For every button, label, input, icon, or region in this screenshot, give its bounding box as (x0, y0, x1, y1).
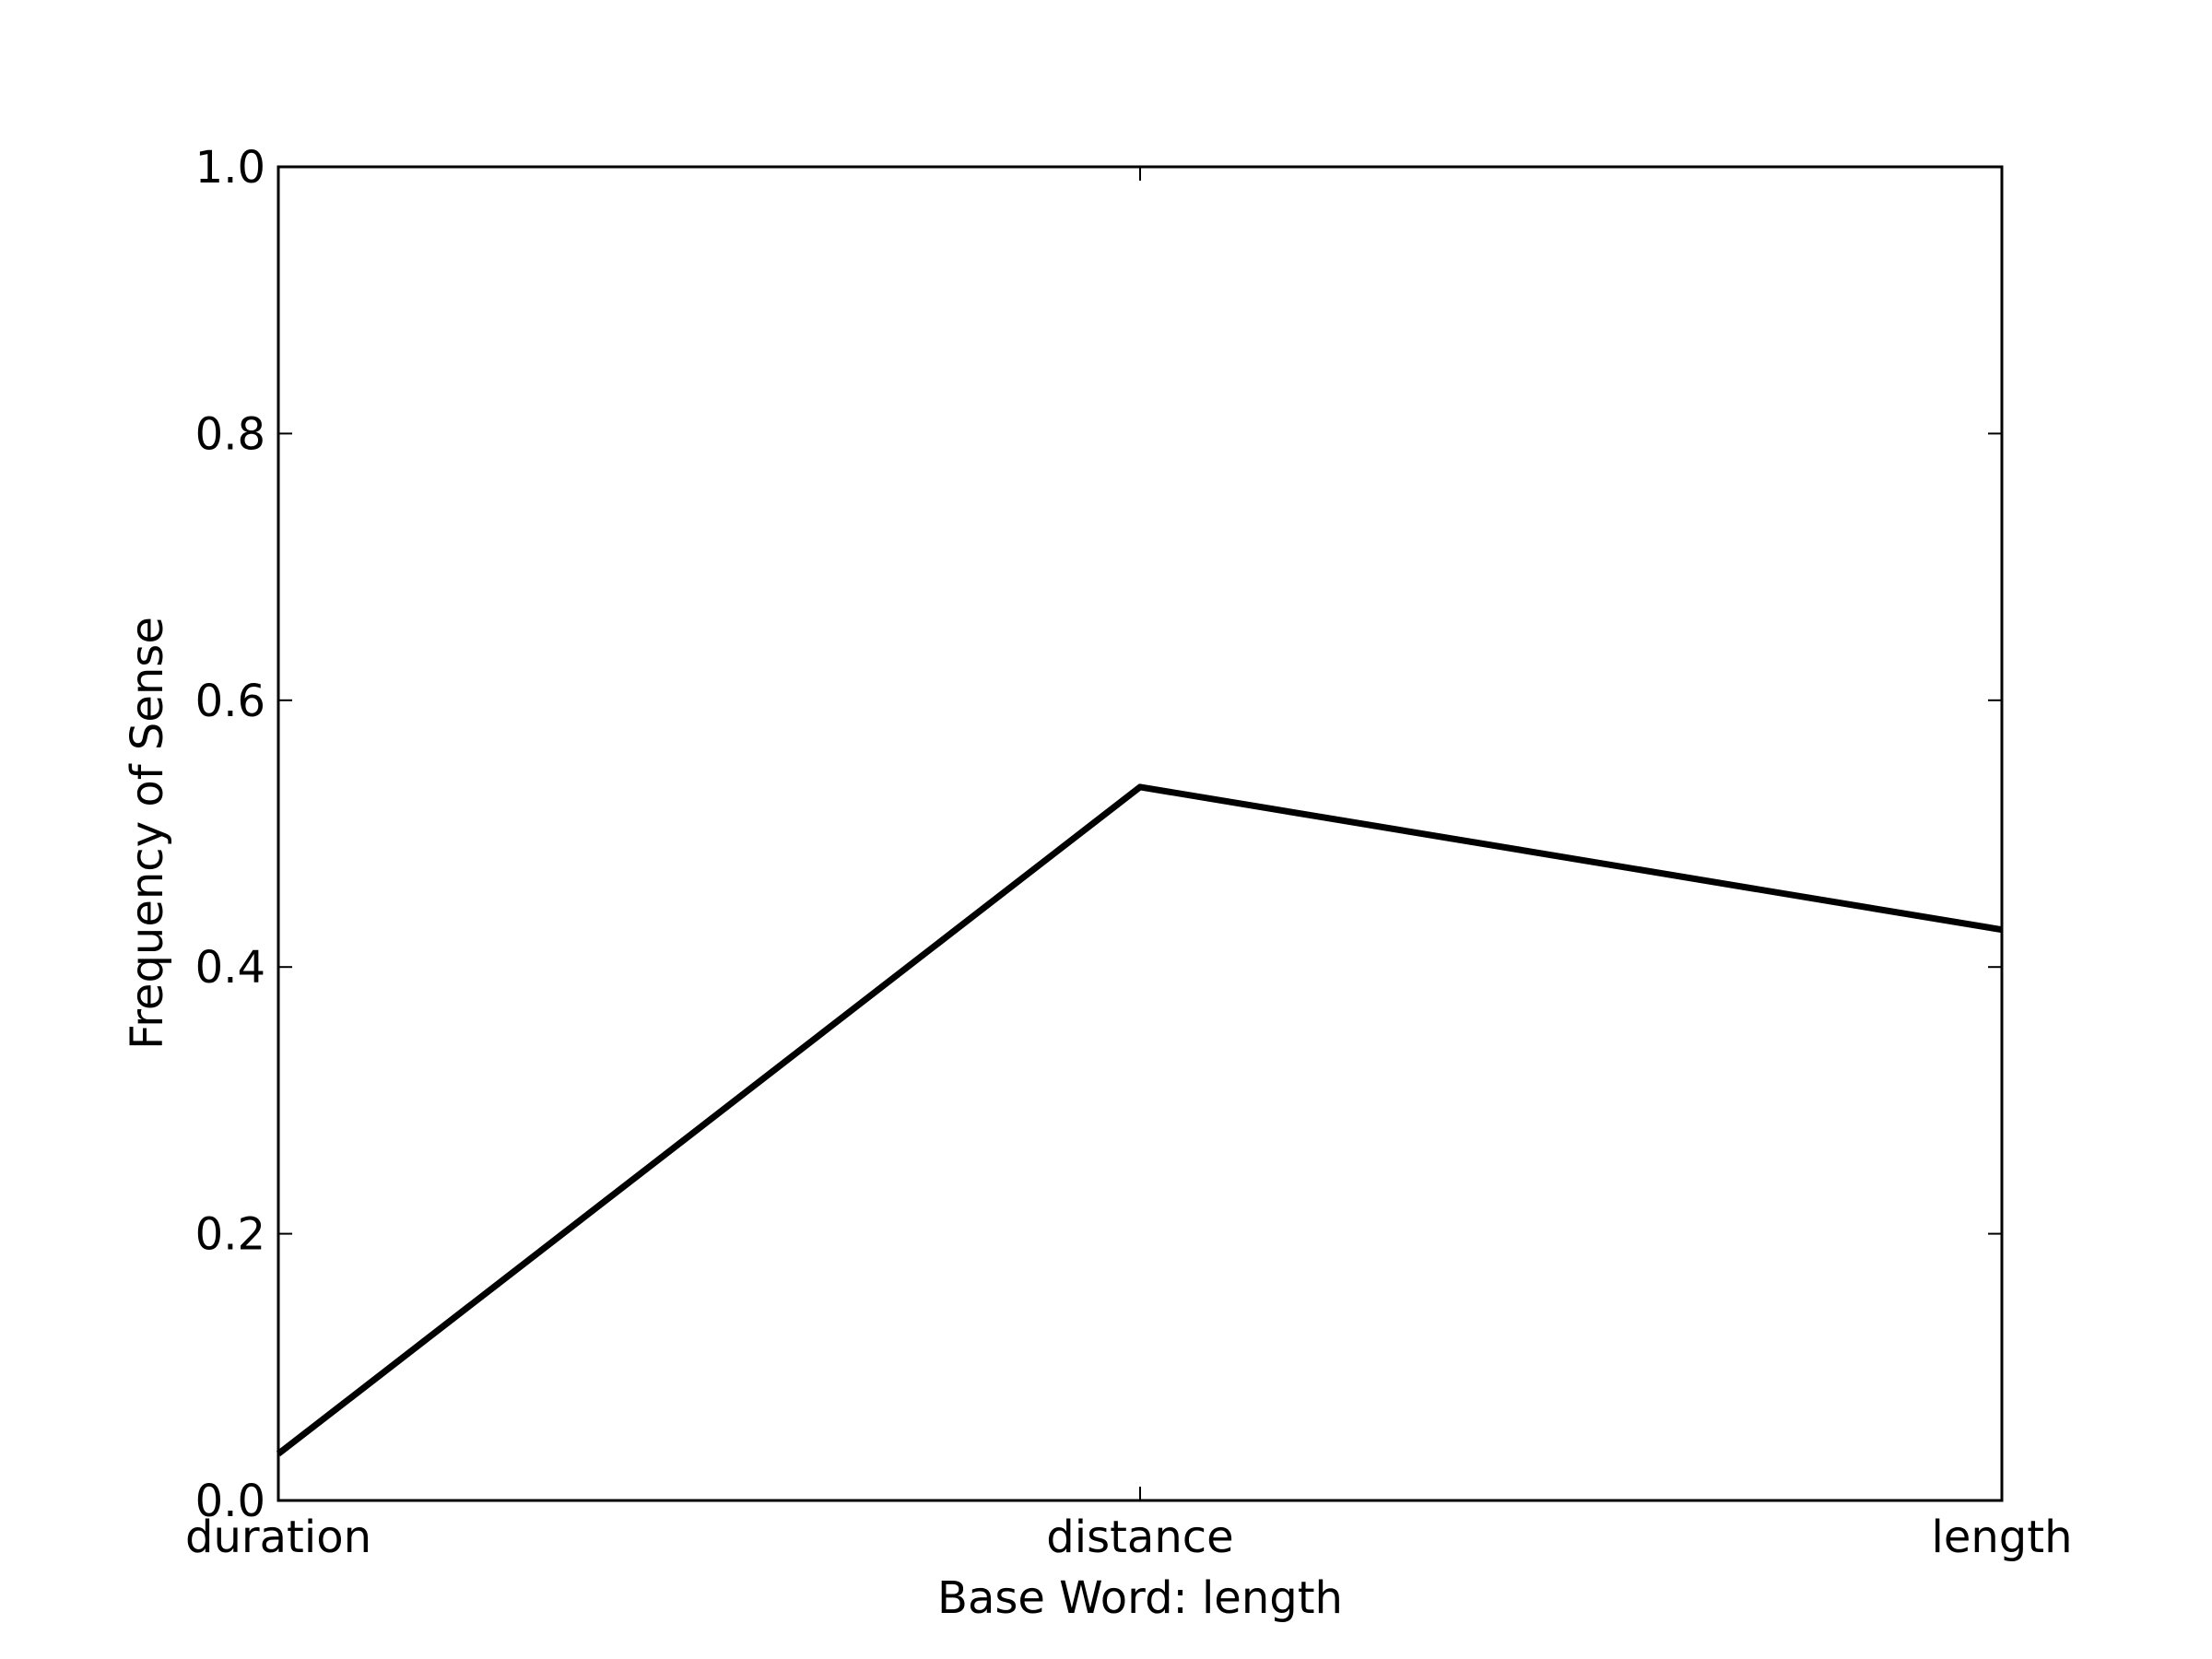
plot-frame (276, 165, 2004, 1502)
x-tick-label: duration (185, 1512, 371, 1563)
y-tick-label: 0.4 (195, 942, 265, 994)
x-axis-label: Base Word: length (937, 1572, 1343, 1624)
y-tick-label: 1.0 (195, 142, 265, 194)
series-layer (276, 783, 2003, 1457)
tick-labels: 0.0 0.2 0.4 0.6 0.8 1.0 duration distance length (185, 142, 2072, 1563)
y-axis-label: Frequency of Sense (122, 617, 173, 1050)
x-tick-label: distance (1046, 1512, 1233, 1563)
y-tick-label: 0.2 (195, 1209, 265, 1261)
y-tick-label: 0.8 (195, 408, 265, 460)
x-tick-label: length (1932, 1512, 2073, 1563)
y-tick-label: 0.6 (195, 676, 265, 727)
y-tick-label: 0.0 (195, 1476, 265, 1527)
series-line-0 (276, 783, 2003, 1457)
